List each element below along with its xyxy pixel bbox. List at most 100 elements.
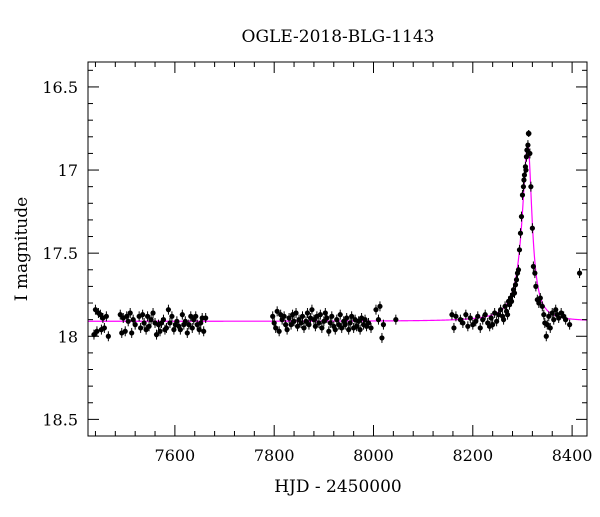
data-marker: [334, 317, 340, 323]
data-point: [184, 327, 190, 338]
data-point: [498, 304, 504, 315]
data-point: [480, 314, 486, 325]
data-point: [494, 316, 500, 327]
data-point: [375, 314, 382, 325]
data-point: [342, 319, 348, 330]
data-point: [312, 321, 319, 332]
data-marker: [182, 318, 188, 324]
data-point: [525, 140, 531, 151]
data-point: [326, 326, 332, 337]
data-marker: [375, 317, 382, 323]
data-point: [362, 314, 368, 325]
data-point: [276, 326, 282, 337]
data-point: [163, 322, 170, 333]
data-point: [304, 308, 311, 318]
data-point: [298, 317, 304, 328]
data-point: [356, 316, 362, 327]
data-point: [467, 312, 473, 323]
data-point: [508, 296, 515, 307]
data-marker: [317, 312, 323, 318]
data-point: [117, 309, 123, 320]
data-point: [146, 321, 152, 332]
data-point: [141, 317, 147, 328]
data-marker: [549, 310, 555, 316]
data-marker: [530, 263, 536, 270]
data-marker: [105, 333, 111, 339]
data-marker: [482, 312, 488, 318]
data-point: [284, 324, 290, 335]
y-axis-title: I magnitude: [12, 197, 32, 301]
data-point: [327, 317, 333, 328]
data-point: [288, 319, 294, 330]
data-point: [551, 314, 557, 325]
data-marker: [337, 312, 343, 318]
y-tick-label: 16.5: [42, 78, 78, 97]
data-point: [138, 322, 144, 333]
data-marker: [354, 323, 360, 329]
data-points-layer: [91, 130, 583, 343]
data-marker: [349, 313, 355, 319]
data-point: [488, 312, 494, 323]
data-point: [526, 130, 532, 137]
data-point: [347, 317, 353, 328]
data-point: [160, 314, 167, 325]
data-point: [273, 322, 279, 333]
data-point: [339, 322, 345, 333]
data-point: [533, 281, 539, 292]
data-marker: [148, 317, 154, 323]
data-point: [101, 322, 107, 333]
data-marker: [203, 315, 209, 321]
data-point: [346, 324, 352, 335]
data-point: [549, 308, 555, 318]
data-point: [189, 322, 195, 333]
data-point: [299, 311, 306, 322]
y-tick-label: 18.5: [42, 410, 78, 429]
y-tick-label: 17: [58, 161, 78, 180]
data-marker: [449, 312, 455, 318]
data-point: [490, 319, 496, 330]
data-marker: [316, 320, 322, 326]
data-marker: [465, 323, 471, 329]
data-point: [515, 264, 522, 275]
data-point: [203, 312, 209, 323]
data-point: [475, 311, 481, 322]
data-marker: [477, 325, 483, 331]
data-point: [511, 288, 518, 299]
data-point: [527, 148, 533, 159]
data-point: [460, 317, 466, 328]
data-point: [165, 304, 172, 315]
data-marker: [129, 330, 135, 336]
data-point: [393, 314, 399, 325]
data-point: [125, 316, 131, 327]
data-marker: [492, 310, 498, 316]
data-point: [449, 309, 455, 320]
data-point: [286, 312, 292, 323]
data-marker: [356, 318, 362, 324]
data-marker: [460, 320, 466, 326]
data-marker: [273, 325, 279, 331]
data-point: [504, 309, 511, 320]
data-point: [337, 309, 343, 320]
data-marker: [327, 320, 333, 326]
x-tick-label: 8200: [452, 446, 493, 465]
data-point: [143, 324, 149, 335]
plot-frame: [87, 61, 588, 437]
data-marker: [157, 328, 163, 334]
data-point: [129, 327, 135, 338]
data-point: [281, 311, 287, 322]
data-point: [153, 329, 160, 340]
data-marker: [525, 142, 531, 148]
data-point: [492, 308, 498, 318]
data-marker: [276, 328, 282, 334]
data-point: [293, 308, 299, 318]
data-marker: [339, 325, 345, 331]
data-point: [148, 314, 154, 325]
data-marker: [480, 317, 486, 323]
data-marker: [179, 312, 185, 318]
data-point: [186, 319, 192, 330]
data-point: [357, 324, 363, 335]
data-marker: [125, 318, 131, 324]
data-marker: [517, 230, 524, 236]
data-marker: [490, 322, 496, 328]
data-marker: [141, 320, 147, 326]
